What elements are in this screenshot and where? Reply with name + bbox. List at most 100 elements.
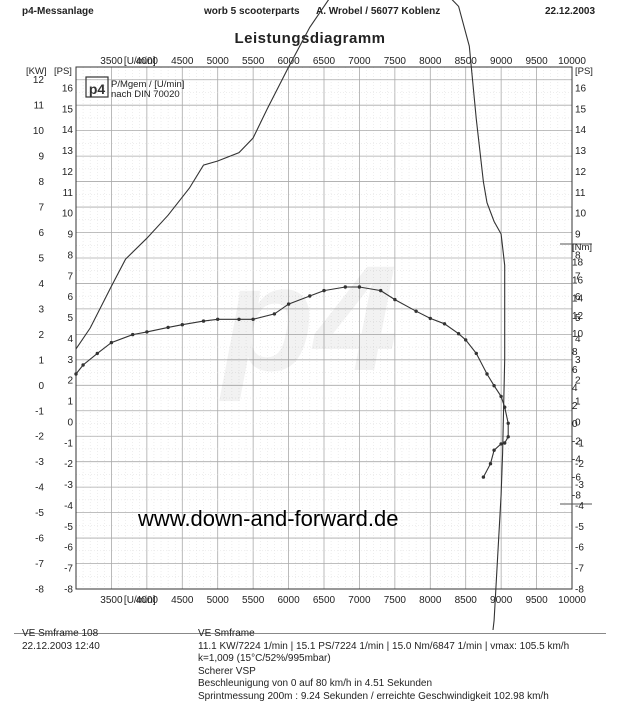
legend-line-1: P/Mgem / [U/min] <box>111 79 184 90</box>
torque-point <box>456 332 461 336</box>
footer-left: VE Smframe 108 22.12.2003 12:40 <box>22 628 100 653</box>
x-tick-label-bottom: 8000 <box>419 595 442 606</box>
kw-tick-label: 9 <box>38 152 44 163</box>
ps-left-tick-label: -1 <box>64 438 73 449</box>
ps-left-tick-label: 11 <box>63 188 74 199</box>
overlay-url: www.down-and-forward.de <box>138 506 399 531</box>
footer-line: Sprintmessung 200m : 9.24 Sekunden / err… <box>198 690 549 702</box>
ps-left-tick-label: -7 <box>64 564 73 575</box>
x-tick-label-top: 10000 <box>558 56 586 67</box>
torque-point <box>442 322 447 326</box>
ps-right-tick-label: 2 <box>575 376 581 387</box>
torque-point <box>492 448 496 452</box>
kw-tick-label: -1 <box>35 406 44 417</box>
software-name: p4-Messanlage <box>22 6 94 17</box>
ps-left-tick-label: -3 <box>64 480 73 491</box>
nm-tick-label: 18 <box>572 257 584 268</box>
ps-right-tick-label: 4 <box>575 334 581 345</box>
ps-left-unit-label: [PS] <box>54 66 72 77</box>
footer-line: k=1,009 (15°C/52%/995mbar) <box>198 653 331 664</box>
torque-point <box>357 285 362 289</box>
torque-point <box>506 421 510 425</box>
x-tick-label-top: 4000 <box>136 56 159 67</box>
x-unit-bottom: [U/min] <box>124 595 156 606</box>
dyno-chart: p4 3500350040004000450045005000500055005… <box>26 0 593 630</box>
ps-right-tick-label: 3 <box>575 355 581 366</box>
ps-left-tick-label: -6 <box>64 543 73 554</box>
footer-line: VE Smframe <box>198 628 255 639</box>
kw-tick-label: -4 <box>35 483 44 494</box>
torque-point <box>474 351 478 356</box>
kw-tick-label: 10 <box>33 126 45 137</box>
footer-line: 11.1 KW/7224 1/min | 15.1 PS/7224 1/min … <box>198 640 570 652</box>
ps-right-tick-label: 6 <box>575 292 581 303</box>
torque-point <box>503 405 507 409</box>
ps-left-tick-label: 8 <box>67 250 73 261</box>
x-tick-label-top: 7000 <box>348 56 371 67</box>
ps-left-tick-label: 14 <box>62 125 74 136</box>
torque-point <box>131 332 135 337</box>
header-date: 22.12.2003 <box>545 6 596 17</box>
torque-point <box>166 325 170 330</box>
kw-tick-label: -6 <box>35 534 44 545</box>
ps-left-tick-label: 12 <box>62 167 74 178</box>
nm-tick-label: -8 <box>572 491 581 502</box>
nm-tick-label: -6 <box>572 473 581 484</box>
kw-tick-label: -2 <box>35 432 44 443</box>
ps-left-tick-label: 3 <box>67 355 73 366</box>
ps-right-tick-label: 1 <box>575 397 581 408</box>
ps-right-tick-label: 14 <box>575 125 587 136</box>
x-tick-label-top: 4500 <box>171 56 194 67</box>
nm-tick-label: 16 <box>572 275 584 286</box>
torque-point <box>308 294 312 298</box>
ps-right-tick-label: 12 <box>575 167 587 178</box>
nm-tick-label: -4 <box>572 455 581 466</box>
ps-left-tick-label: 16 <box>62 83 74 94</box>
torque-point <box>286 302 291 306</box>
torque-point <box>499 442 503 446</box>
x-tick-label-top: 3500 <box>100 56 123 67</box>
ps-right-tick-label: 7 <box>575 271 581 282</box>
ps-right-tick-label: 5 <box>575 313 581 324</box>
chart-title: Leistungsdiagramm <box>234 30 386 47</box>
x-tick-label-bottom: 5000 <box>207 595 230 606</box>
torque-point <box>322 288 326 293</box>
torque-point <box>506 435 510 439</box>
ps-right-tick-label: 13 <box>575 146 587 157</box>
torque-point <box>180 323 184 327</box>
x-tick-label-top: 6000 <box>277 56 300 67</box>
ps-left-tick-label: 7 <box>67 271 73 282</box>
kw-tick-label: 1 <box>38 355 44 366</box>
shop-address: A. Wrobel / 56077 Koblenz <box>316 6 441 17</box>
torque-point <box>272 312 277 316</box>
nm-tick-label: -2 <box>572 437 581 448</box>
torque-point <box>414 309 418 313</box>
x-tick-label-bottom: 5500 <box>242 595 265 606</box>
torque-point <box>499 394 503 399</box>
ps-left-tick-label: 4 <box>67 334 73 345</box>
ps-right-tick-label: 0 <box>575 417 581 428</box>
torque-point <box>95 351 100 356</box>
kw-tick-label: -5 <box>35 508 44 519</box>
nm-tick-label: 14 <box>572 293 584 304</box>
torque-point <box>492 384 496 388</box>
ps-right-tick-label: -8 <box>575 585 584 596</box>
kw-tick-label: 11 <box>34 101 45 112</box>
kw-tick-label: -7 <box>35 559 44 570</box>
x-tick-label-top: 9500 <box>525 56 548 67</box>
ps-left-tick-label: 13 <box>62 146 74 157</box>
ps-right-tick-label: 9 <box>575 230 581 241</box>
ps-right-tick-label: 16 <box>575 83 587 94</box>
nm-tick-label: 2 <box>572 401 578 412</box>
torque-point <box>81 363 85 367</box>
ps-left-tick-label: 1 <box>67 397 73 408</box>
torque-point <box>145 330 149 334</box>
footer-separator <box>14 633 606 634</box>
nm-unit-label: [Nm] <box>572 242 592 253</box>
footer-right: VE Smframe 11.1 KW/7224 1/min | 15.1 PS/… <box>198 628 569 703</box>
nm-tick-label: 6 <box>572 365 578 376</box>
kw-tick-label: 6 <box>38 228 44 239</box>
ps-left-tick-label: -2 <box>64 459 73 470</box>
run-datetime: 22.12.2003 12:40 <box>22 640 100 652</box>
plot-frame <box>75 66 573 590</box>
